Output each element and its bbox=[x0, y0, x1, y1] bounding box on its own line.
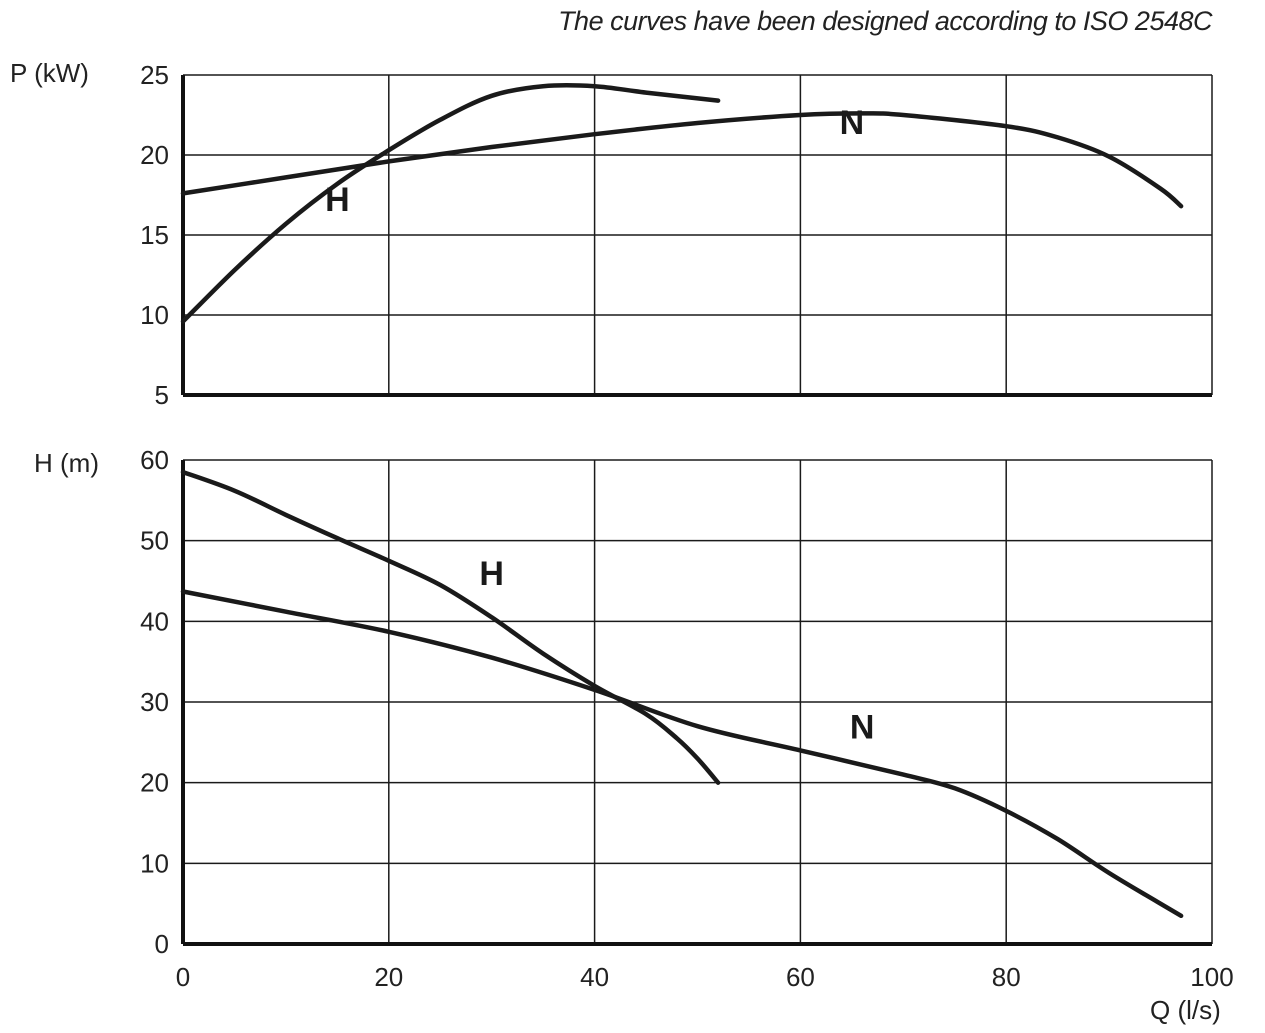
bottom-y-tick-60: 60 bbox=[140, 445, 169, 475]
top-annotation-N: N bbox=[840, 104, 865, 142]
bottom-annotation-N: N bbox=[850, 708, 875, 746]
bottom-series-H bbox=[180, 469, 721, 785]
top-y-tick-20: 20 bbox=[140, 140, 169, 170]
bottom-x-tick-40: 40 bbox=[580, 962, 609, 992]
top-series-N bbox=[180, 111, 1184, 209]
bottom-y-tick-10: 10 bbox=[140, 848, 169, 878]
x-axis-label: Q (l/s) bbox=[1150, 995, 1221, 1025]
bottom-series-N bbox=[180, 589, 1184, 919]
bottom-y-tick-40: 40 bbox=[140, 606, 169, 636]
top-y-tick-10: 10 bbox=[140, 300, 169, 330]
chart-note: The curves have been designed according … bbox=[558, 6, 1212, 36]
head-panel: 0 10 20 30 40 50 60 0 20 40 60 80 100 H N bbox=[140, 445, 1234, 992]
power-panel: 5 10 15 20 25 H N bbox=[140, 60, 1213, 410]
bottom-x-tick-80: 80 bbox=[992, 962, 1021, 992]
bottom-annotation-H: H bbox=[479, 555, 504, 593]
bottom-y-tick-30: 30 bbox=[140, 687, 169, 717]
top-y-tick-5: 5 bbox=[155, 380, 169, 410]
bottom-y-axis-label: H (m) bbox=[34, 448, 99, 478]
top-y-tick-15: 15 bbox=[140, 220, 169, 250]
bottom-y-tick-50: 50 bbox=[140, 526, 169, 556]
top-annotation-H: H bbox=[325, 181, 350, 219]
top-y-tick-25: 25 bbox=[140, 60, 169, 90]
bottom-x-tick-60: 60 bbox=[786, 962, 815, 992]
bottom-x-tick-100: 100 bbox=[1190, 962, 1233, 992]
bottom-x-tick-0: 0 bbox=[176, 962, 190, 992]
bottom-x-tick-20: 20 bbox=[374, 962, 403, 992]
bottom-y-tick-20: 20 bbox=[140, 768, 169, 798]
top-series-H bbox=[180, 82, 721, 324]
bottom-y-tick-0: 0 bbox=[155, 929, 169, 959]
top-y-axis-label: P (kW) bbox=[10, 58, 89, 88]
